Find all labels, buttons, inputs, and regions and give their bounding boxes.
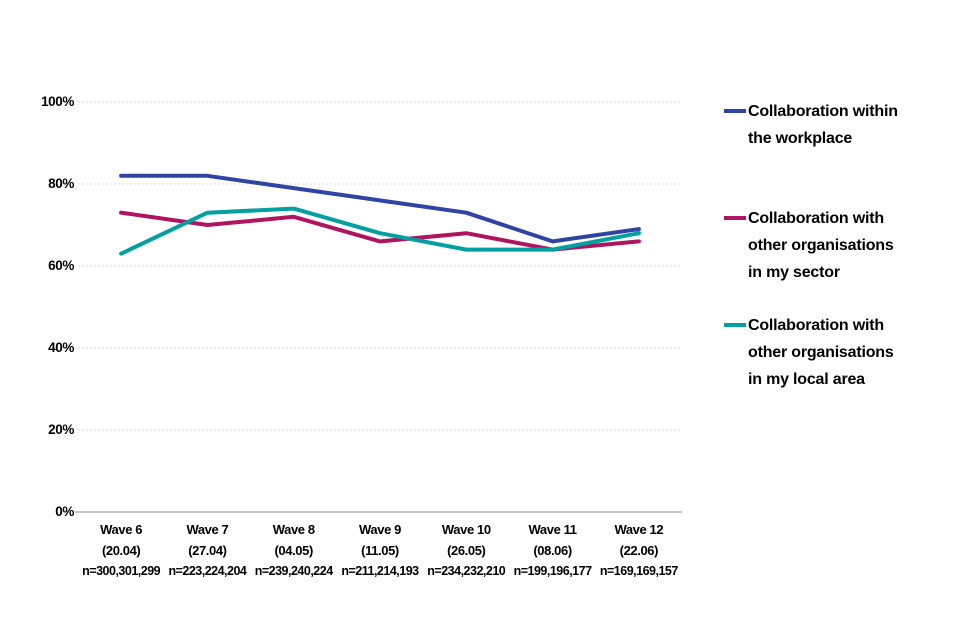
x-axis-label-nline: n=169,169,157 <box>599 564 678 578</box>
y-tick-label-0: 0% <box>55 504 74 519</box>
legend-label: Collaboration with other organisations i… <box>748 317 894 388</box>
x-axis-label-nline: n=211,214,193 <box>341 564 419 578</box>
x-axis-label-date: (20.04) <box>101 543 141 558</box>
x-axis-label-wave: Wave 10 <box>441 522 491 537</box>
x-axis-label-date: (22.06) <box>619 543 659 558</box>
x-axis-label-wave: Wave 6 <box>100 522 143 537</box>
x-axis-label-date: (11.05) <box>361 543 399 558</box>
x-axis-label-nline: n=234,232,210 <box>427 564 506 578</box>
legend-line-swatch-blue <box>724 109 746 113</box>
x-axis-label-nline: n=300,301,299 <box>82 564 161 578</box>
series-line-collaboration-with-other-organisations-in-my-local-area <box>119 206 641 256</box>
x-axis-label-wave: Wave 11 <box>528 522 577 537</box>
y-tick-label-20: 20% <box>48 422 74 437</box>
legend-line-swatch-crimson <box>724 216 746 220</box>
legend-label: Collaboration within the workplace <box>748 103 898 147</box>
x-axis-label-wave-6: Wave 6 (20.04) n=300,301,299 <box>56 519 186 582</box>
x-axis-label-wave: Wave 7 <box>186 522 229 537</box>
legend-line-swatch-teal <box>724 323 746 327</box>
x-axis-label-date: (08.06) <box>533 543 572 558</box>
x-axis-label-date: (26.05) <box>447 543 486 558</box>
x-axis-label-wave: Wave 9 <box>359 522 401 537</box>
x-axis-label-wave-10: Wave 10 (26.05) n=234,232,210 <box>401 519 531 582</box>
x-axis-label-nline: n=199,196,177 <box>513 564 592 578</box>
x-axis-label-wave-12: Wave 12 (22.06) n=169,169,157 <box>574 519 704 582</box>
x-axis-label-nline: n=239,240,224 <box>254 564 333 578</box>
x-axis-label-wave-9: Wave 9 (11.05) n=211,214,193 <box>315 519 445 582</box>
legend-item-sector: Collaboration with other organisations i… <box>724 205 894 286</box>
series-line-collaboration-within-the-workplace <box>119 173 641 244</box>
x-axis-label-wave-11: Wave 11 (08.06) n=199,196,177 <box>488 519 618 582</box>
x-axis-label-wave: Wave 12 <box>614 522 664 537</box>
y-tick-label-60: 60% <box>48 258 74 273</box>
x-axis-label-wave-8: Wave 8 (04.05) n=239,240,224 <box>229 519 359 582</box>
x-axis-label-date: (04.05) <box>274 543 314 558</box>
y-tick-label-80: 80% <box>48 176 74 191</box>
legend-item-local-area: Collaboration with other organisations i… <box>724 312 894 393</box>
legend-item-workplace: Collaboration within the workplace <box>724 98 898 152</box>
x-axis-label-date: (27.04) <box>188 543 227 558</box>
x-axis-label-wave-7: Wave 7 (27.04) n=223,224,204 <box>142 519 272 582</box>
y-tick-label-100: 100% <box>41 94 74 109</box>
y-tick-label-40: 40% <box>48 340 74 355</box>
x-axis-label-wave: Wave 8 <box>272 522 315 537</box>
legend-label: Collaboration with other organisations i… <box>748 210 894 281</box>
x-axis-label-nline: n=223,224,204 <box>168 564 247 578</box>
